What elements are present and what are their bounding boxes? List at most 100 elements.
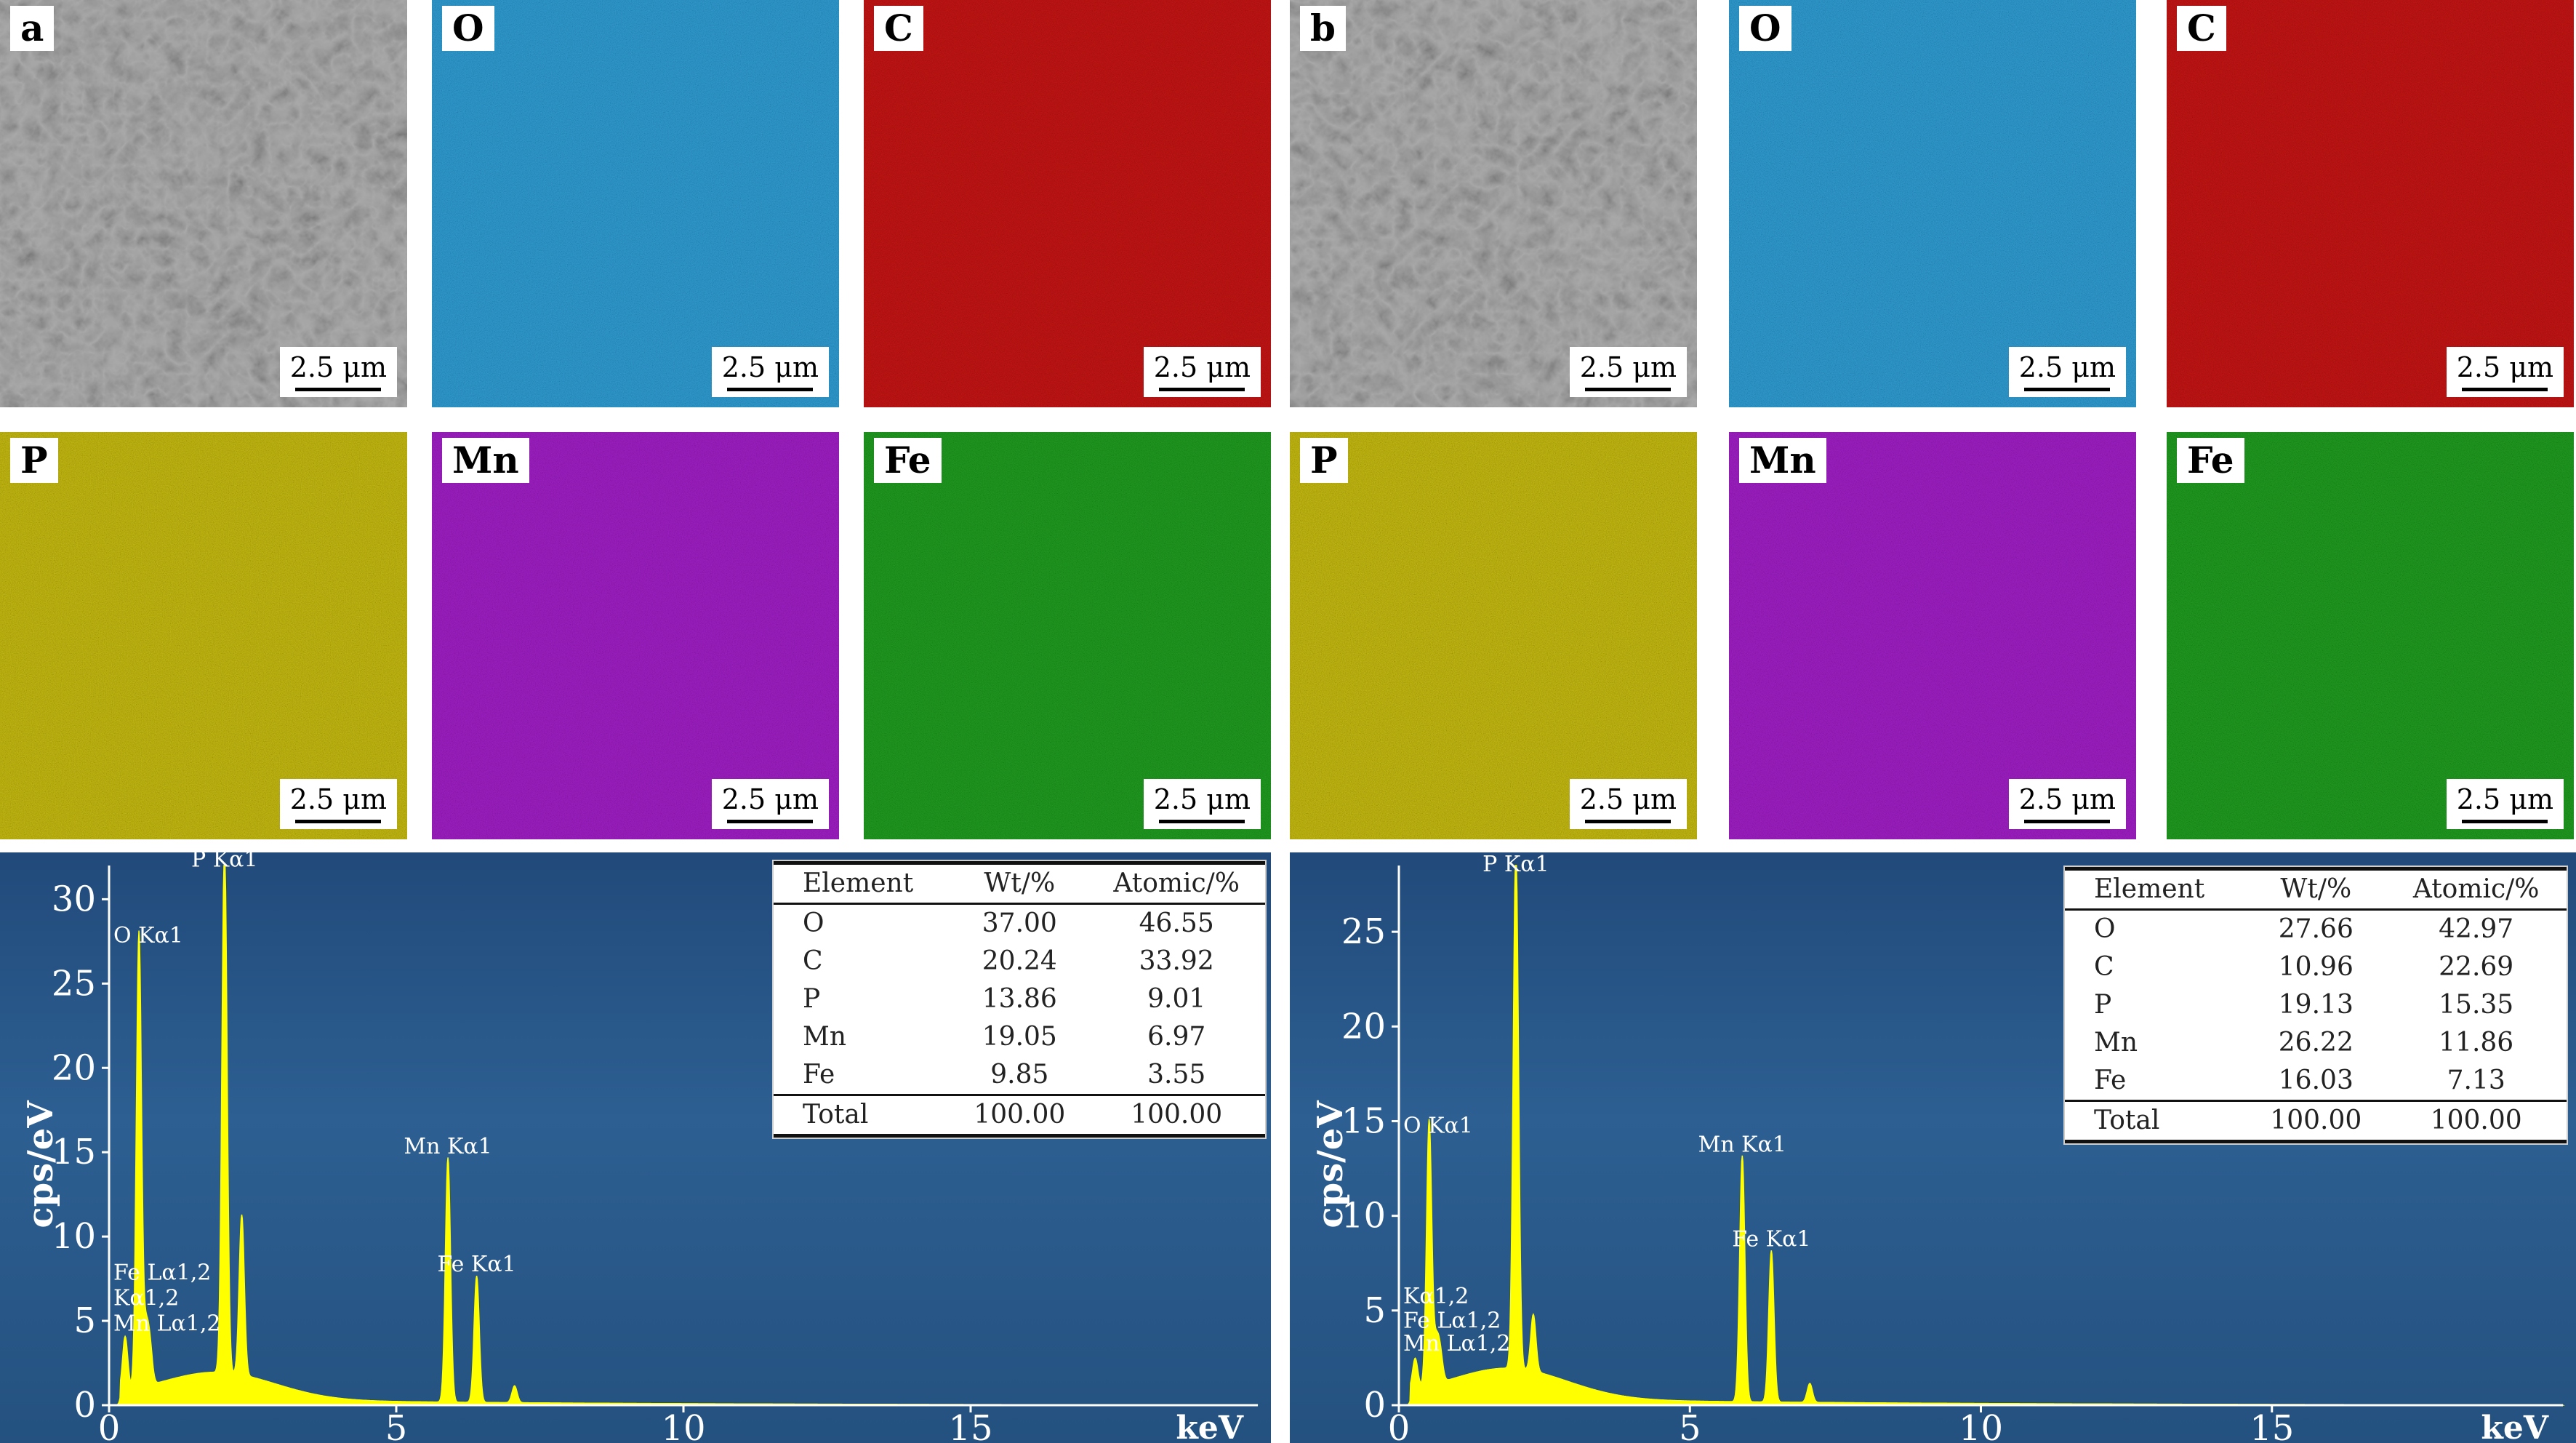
scale-bar: 2.5 μm [2446,779,2564,829]
cell: 13.86 [982,984,1057,1014]
cell: 100.00 [951,1094,1088,1138]
cell: 100.00 [2386,1100,2567,1143]
cell: 15.35 [2439,990,2514,1020]
eds-spectrum-b: 0 5 10 15 20 25 0 5 10 15 keV cps/eV P Kα1 O Kα1 Mn Kα… [1290,852,2576,1443]
cell: Mn [2094,1028,2138,1058]
map-label: P [1300,438,1348,483]
map-label: a [10,6,55,51]
spectrum-plot: 0 5 10 15 20 25 0 5 10 15 keV cps/eV P Kα1 O Kα1 Mn Kα… [1310,852,2565,1443]
map-a-sem: a 2.5 μm [0,0,407,407]
peak-annotation: Mn Lα1,2 [113,1311,220,1336]
map-label: Fe [2177,438,2244,483]
cell: 27.66 [2278,914,2354,944]
y-tick-label: 15 [1341,1100,1386,1141]
scale-bar-line [1585,820,1672,823]
map-label: O [442,6,494,51]
scale-bar-text: 2.5 μm [1153,783,1251,815]
map-texture [2167,0,2574,407]
map-texture [1729,432,2136,839]
cell: Mn [803,1022,847,1052]
scale-bar-line [2024,388,2111,391]
scale-bar: 2.5 μm [279,779,397,829]
map-b-carbon: C 2.5 μm [2167,0,2574,407]
y-tick-label: 10 [52,1216,96,1257]
peak-annotation: Fe Lα1,2 [1403,1308,1501,1334]
map-label: b [1300,6,1346,51]
table-row: C 10.96 22.69 [2065,948,2567,986]
scale-bar: 2.5 μm [711,779,829,829]
map-label: Fe [874,438,942,483]
scale-bar-text: 2.5 μm [721,351,819,383]
table-row: Fe 9.85 3.55 [774,1056,1265,1095]
cell: 100.00 [1088,1094,1265,1138]
peak-annotation: P Kα1 [191,852,257,873]
eds-spectrum-a: 0 5 10 15 20 25 30 0 5 10 15 keV cps/eV P Kα1 O Kα1 Mn … [0,852,1271,1443]
y-tick-label: 20 [1341,1006,1386,1047]
map-b-sem: b 2.5 μm [1290,0,1697,407]
cell: 19.13 [2278,990,2354,1020]
table-row: O 27.66 42.97 [2065,910,2567,949]
scale-bar-line [295,388,382,391]
cell: 10.96 [2278,952,2354,982]
scale-bar-line [2024,820,2111,823]
map-label: C [874,6,923,51]
y-tick-label: 25 [52,963,96,1004]
y-tick-label: 0 [73,1385,96,1426]
map-texture [864,0,1271,407]
peak-annotation: Fe Kα1 [437,1252,515,1277]
x-axis-label: keV [2481,1410,2548,1443]
scale-bar-text: 2.5 μm [721,783,819,815]
header-atomic: Atomic/% [2386,867,2567,911]
map-texture [2167,432,2574,839]
x-tick-label: 10 [1959,1408,2003,1443]
cell: Fe [803,1060,835,1090]
map-texture [432,432,839,839]
map-a-oxygen: O 2.5 μm [432,0,839,407]
scale-bar-line [1159,388,1245,391]
peak-annotation: Kα1,2 [1403,1284,1469,1309]
peak-annotation: Mn Kα1 [404,1134,491,1159]
y-tick-label: 5 [1363,1290,1386,1331]
map-b-manganese: Mn 2.5 μm [1729,432,2136,839]
cell: 6.97 [1147,1022,1206,1052]
cell: Fe [2094,1066,2127,1095]
x-tick-label: 0 [98,1408,121,1443]
map-label: C [2177,6,2226,51]
table-row: Mn 19.05 6.97 [774,1018,1265,1056]
scale-bar: 2.5 μm [1143,347,1261,397]
map-b-phosphorus: P 2.5 μm [1290,432,1697,839]
scale-bar: 2.5 μm [1569,779,1687,829]
map-texture [864,432,1271,839]
map-label: O [1739,6,1791,51]
scale-bar-line [1585,388,1672,391]
y-axis-label: cps/eV [20,1100,61,1228]
peak-annotation: Fe Kα1 [1732,1227,1810,1252]
table-row: Mn 26.22 11.86 [2065,1024,2567,1062]
cell: 16.03 [2278,1066,2354,1095]
map-label: P [10,438,58,483]
y-tick-label: 0 [1363,1385,1386,1426]
table-row: Fe 16.03 7.13 [2065,1062,2567,1101]
map-a-manganese: Mn 2.5 μm [432,432,839,839]
y-tick-label: 10 [1341,1196,1386,1236]
scale-bar: 2.5 μm [2008,347,2126,397]
scale-bar-text: 2.5 μm [1579,783,1677,815]
scale-bar-text: 2.5 μm [289,783,387,815]
cell: 33.92 [1139,946,1214,976]
cell: C [2094,952,2114,982]
x-tick-label: 0 [1388,1408,1411,1443]
cell: 7.13 [2447,1066,2505,1095]
cell: 22.69 [2439,952,2514,982]
map-texture [1290,0,1697,407]
cell: 11.86 [2439,1028,2514,1058]
scale-bar-text: 2.5 μm [2018,351,2116,383]
header-element: Element [2065,867,2247,911]
scale-bar-line [2462,820,2548,823]
cell: 3.55 [1147,1060,1206,1090]
scale-bar-text: 2.5 μm [1153,351,1251,383]
cell: 9.01 [1147,984,1206,1014]
peak-annotation: O Kα1 [113,923,183,948]
cell: 26.22 [2278,1028,2354,1058]
table-row: P 13.86 9.01 [774,980,1265,1018]
cell: 37.00 [982,908,1057,938]
